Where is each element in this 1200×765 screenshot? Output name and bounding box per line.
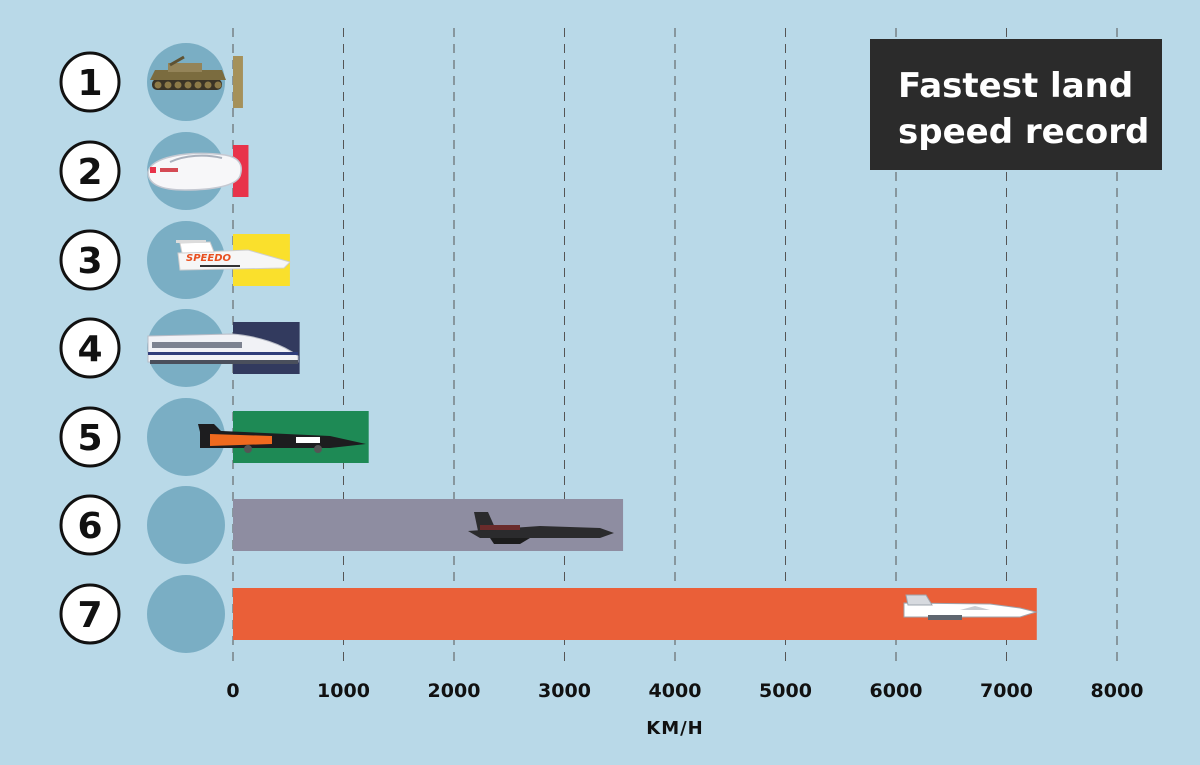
- streamliner-car-icon: [147, 152, 242, 191]
- plane-canopy: [960, 606, 990, 610]
- x-tick-label: 7000: [980, 680, 1033, 702]
- x-tick-label: 3000: [538, 680, 591, 702]
- chart-title-line-1: Fastest land: [898, 66, 1134, 106]
- rank-label: 6: [77, 506, 102, 547]
- x-tick-label: 1000: [317, 680, 370, 702]
- plane-fin: [905, 594, 933, 606]
- rocket-car-icon: [198, 424, 366, 453]
- rank-label: 1: [77, 63, 102, 104]
- boat-logo-text: SPEEDO: [186, 253, 231, 264]
- tank-wheel: [174, 81, 182, 89]
- rocket-car-decal: [296, 437, 320, 443]
- rank-label: 4: [77, 329, 102, 370]
- x-tick-label: 8000: [1091, 680, 1144, 702]
- tank-hull: [150, 70, 226, 80]
- car-decal: [160, 168, 178, 172]
- chart-title: Fastest land speed record: [870, 39, 1162, 170]
- rank-badge: [59, 406, 121, 468]
- rank-badge: [59, 317, 121, 379]
- train-underbody: [150, 360, 298, 364]
- icon-circle: [147, 398, 225, 476]
- rank-badge: [59, 494, 121, 556]
- x-tick-label: 4000: [649, 680, 702, 702]
- car-flag: [150, 167, 156, 173]
- chart-title-line-2: speed record: [898, 112, 1150, 152]
- tank-wheel: [214, 81, 222, 89]
- tank-wheel: [164, 81, 172, 89]
- speedboat-icon: SPEEDO: [176, 240, 291, 271]
- x-tick-label: 5000: [759, 680, 812, 702]
- car-body: [147, 152, 242, 191]
- boat-fin: [179, 241, 215, 254]
- x-tick-label: 0: [226, 680, 239, 702]
- boat-wing: [176, 240, 206, 243]
- rank-label: 2: [77, 152, 102, 193]
- rocket-car-flame: [210, 434, 272, 446]
- tank-wheel: [154, 81, 162, 89]
- bar: [233, 588, 1037, 640]
- rocket-car-wheel: [244, 445, 252, 453]
- tank-wheel: [204, 81, 212, 89]
- tank-gun: [169, 55, 185, 67]
- rank-badge: [59, 229, 121, 291]
- icon-circle: [147, 575, 225, 653]
- icon-circle: [147, 486, 225, 564]
- tank-wheel: [194, 81, 202, 89]
- maglev-train-icon: [147, 333, 299, 364]
- tank-wheel: [184, 81, 192, 89]
- x15-rocket-plane-icon: [903, 594, 1038, 620]
- x-tick-label: 6000: [870, 680, 923, 702]
- rank-label: 7: [77, 595, 102, 636]
- tank-icon: [150, 55, 226, 90]
- tank-turret: [168, 63, 202, 72]
- rank-label: 3: [77, 241, 102, 282]
- rank-badge: [59, 51, 121, 113]
- rank-label: 5: [77, 418, 102, 459]
- jet-engine: [480, 525, 520, 530]
- train-windows: [152, 342, 242, 348]
- sr71-jet-icon: [468, 512, 614, 544]
- x-tick-label: 2000: [428, 680, 481, 702]
- car-canopy: [169, 154, 223, 163]
- gridlines: [232, 28, 1118, 668]
- jet-nacelle: [490, 538, 530, 544]
- bar: [233, 499, 624, 551]
- bar: [233, 56, 243, 108]
- train-stripe: [148, 352, 298, 355]
- rank-badge: [59, 583, 121, 645]
- rank-badge: [59, 140, 121, 202]
- plane-engine: [928, 615, 962, 620]
- rocket-car-wheel: [314, 445, 322, 453]
- rocket-car-tail: [198, 424, 222, 432]
